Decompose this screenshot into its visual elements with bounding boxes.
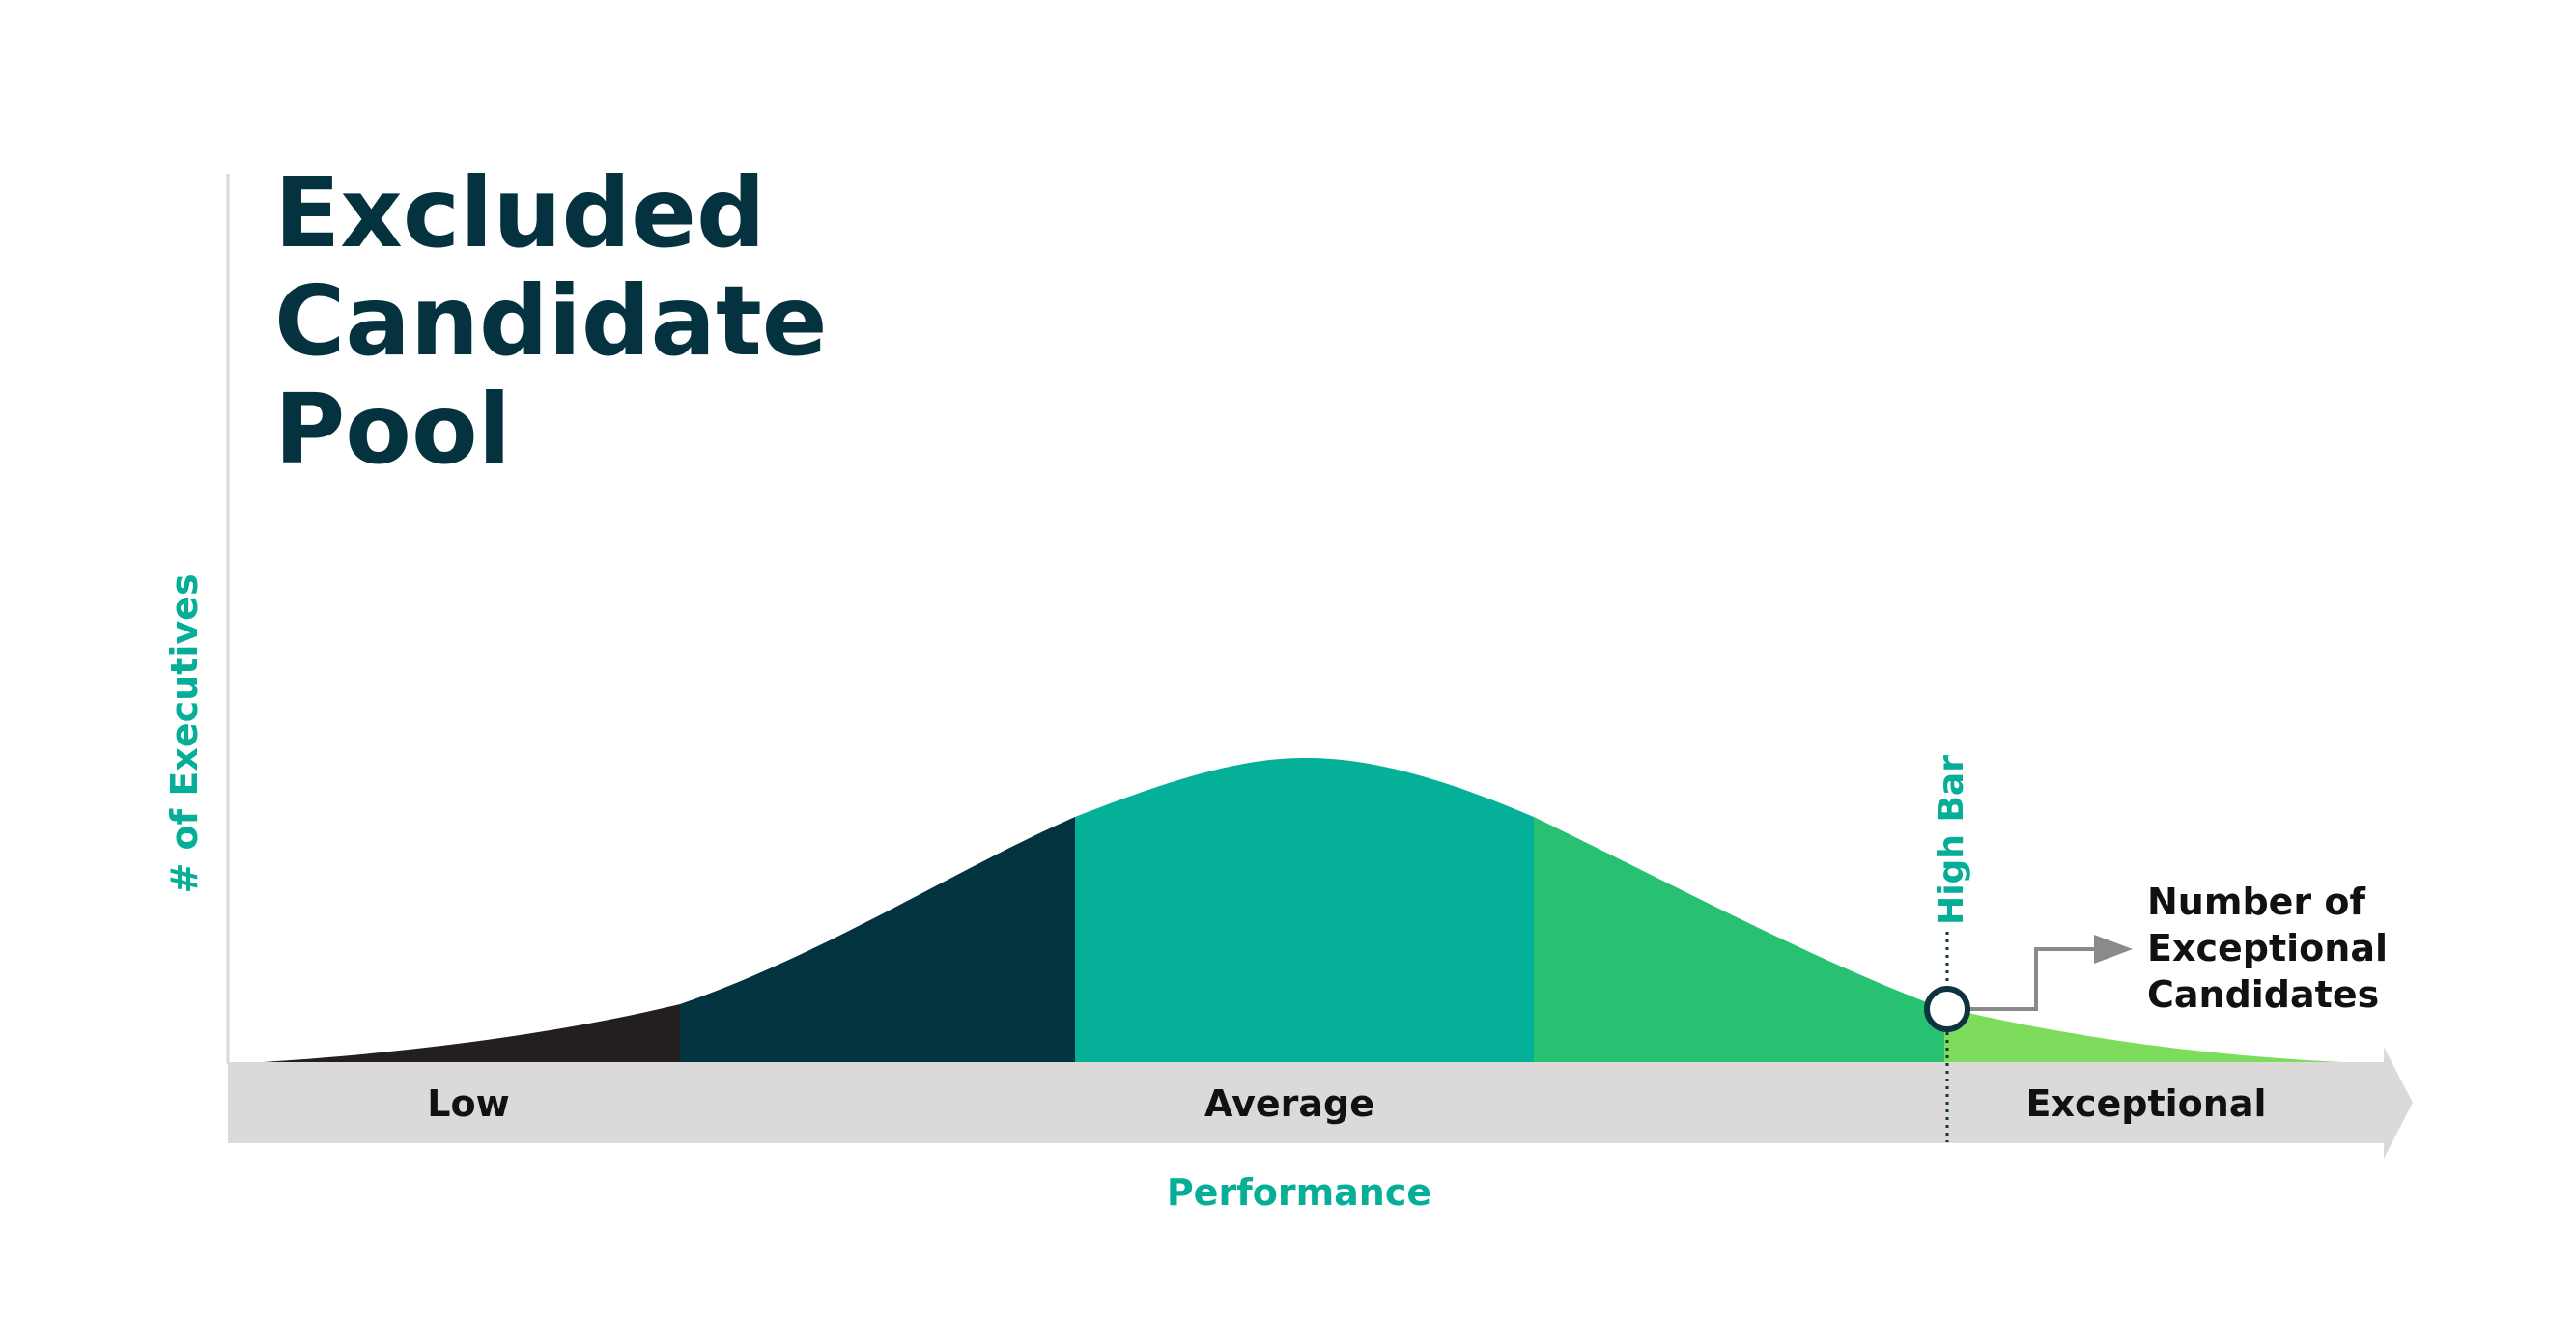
x-axis-label: Performance [1167, 1171, 1431, 1214]
chart-title: Excluded Candidate Pool [274, 156, 861, 486]
performance-label-exceptional: Exceptional [2026, 1082, 2267, 1125]
y-axis-label: # of Executives [163, 574, 206, 893]
high-bar-marker [1924, 986, 1970, 1032]
band-average [1075, 758, 1534, 1064]
callout-line-2: Exceptional [2147, 927, 2388, 969]
title-line-3: Pool [274, 373, 511, 486]
title-line-2: Candidate [274, 265, 828, 378]
bell-curve [230, 758, 2393, 1064]
band-below-average [680, 758, 1075, 1064]
high-bar-label: High Bar [1932, 755, 1971, 925]
title-line-1: Excluded [274, 156, 766, 269]
callout-connector [1961, 947, 2098, 1011]
callout-line-1: Number of [2147, 881, 2366, 923]
callout-arrow-icon [2094, 935, 2133, 964]
band-above-average [1534, 758, 1944, 1064]
performance-label-low: Low [427, 1082, 509, 1125]
callout-text: Number of Exceptional Candidates [2147, 881, 2400, 1016]
callout-line-3: Candidates [2147, 973, 2379, 1016]
performance-bar [228, 1047, 2413, 1159]
performance-label-average: Average [1204, 1082, 1374, 1125]
band-low [230, 758, 680, 1064]
